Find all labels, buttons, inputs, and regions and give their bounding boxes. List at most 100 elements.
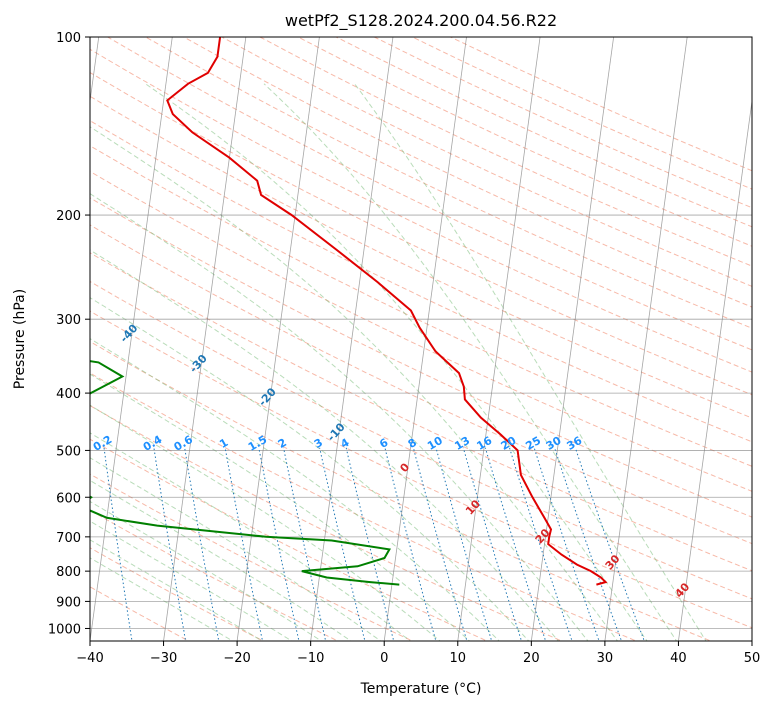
- mixing-ratio-line: [184, 447, 220, 641]
- dry-adiabat-line: [220, 37, 752, 287]
- mixing-ratio-line: [462, 447, 523, 641]
- dry-adiabat-line: [90, 224, 752, 545]
- isotherm-line: [90, 37, 173, 641]
- temperature-line: [166, 37, 608, 586]
- mixing-ratio-line: [345, 447, 395, 641]
- y-tick-label: 600: [56, 491, 81, 506]
- x-axis: −40 −30 −20 −10 0 10 20 30 40 50: [76, 641, 760, 666]
- y-tick-label: 300: [56, 313, 81, 328]
- dry-adiabat-line: [106, 37, 752, 351]
- dry-adiabat-label: -60: [0, 239, 5, 263]
- x-tick-label: −40: [76, 651, 103, 666]
- dry-adiabat-line: [90, 404, 563, 641]
- isotherms: [90, 37, 752, 641]
- mixing-ratio-line: [153, 447, 187, 641]
- dry-adiabat-line: [90, 341, 713, 641]
- mixing-ratio-label: 1: [217, 436, 230, 451]
- y-tick-label: 900: [56, 595, 81, 610]
- dry-adiabat-label: -40: [118, 321, 141, 345]
- isotherm-line: [604, 37, 688, 641]
- x-tick-label: −10: [297, 651, 324, 666]
- dry-adiabat-line: [90, 145, 752, 467]
- moist-adiabat-label: 40: [672, 580, 692, 600]
- dry-adiabat-line: [90, 252, 752, 572]
- moist-adiabat-line: [145, 83, 648, 641]
- mixing-ratio-line: [484, 447, 547, 641]
- dry-adiabat-line: [411, 37, 752, 190]
- mixing-ratio-line: [533, 447, 600, 641]
- moist-adiabat-label: 30: [603, 552, 623, 572]
- dry-adiabat-line: [449, 37, 752, 172]
- isotherm-line: [678, 98, 752, 641]
- mixing-ratio-label: 3: [312, 436, 325, 451]
- mixing-ratio-label: 25: [523, 434, 543, 453]
- moist-adiabat-line: [90, 520, 293, 641]
- isotherm-line: [163, 37, 247, 641]
- dry-adiabat-line: [144, 37, 752, 329]
- mixing-ratio-line: [103, 447, 133, 641]
- isobars: [90, 37, 752, 629]
- mixing-ratio-lines: [103, 447, 645, 641]
- mixing-ratio-label: 6: [377, 436, 390, 451]
- moist-adiabat-line: [90, 432, 412, 641]
- dry-adiabat-line: [90, 280, 752, 600]
- moist-adiabat-line: [90, 539, 264, 641]
- moist-adiabat-line: [90, 373, 471, 641]
- x-tick-label: 0: [380, 651, 388, 666]
- x-tick-label: 40: [670, 651, 687, 666]
- moist-adiabat-line: [90, 557, 234, 641]
- isotherm-line: [90, 37, 100, 105]
- dry-adiabat-line: [258, 37, 752, 267]
- x-axis-label: Temperature (°C): [360, 681, 482, 697]
- x-tick-label: −30: [150, 651, 177, 666]
- mixing-ratio-line: [412, 447, 468, 641]
- y-tick-label: 200: [56, 209, 81, 224]
- moist-adiabats: [90, 83, 707, 641]
- x-tick-label: 20: [523, 651, 540, 666]
- mixing-ratio-label: 4: [338, 436, 351, 451]
- moist-adiabat-line: [90, 404, 441, 641]
- moist-adiabat-line: [90, 249, 560, 641]
- y-tick-label: 800: [56, 565, 81, 580]
- y-tick-label: 400: [56, 387, 81, 402]
- y-tick-label: 700: [56, 531, 81, 546]
- isotherm-line: [457, 37, 541, 641]
- dry-adiabat-line: [90, 438, 489, 641]
- dry-adiabat-line: [90, 95, 752, 419]
- mixing-ratio-line: [283, 447, 327, 641]
- moist-adiabat-line: [263, 83, 678, 641]
- y-tick-label: 100: [56, 31, 81, 46]
- moist-adiabat-line: [90, 297, 530, 641]
- mixing-ratio-line: [224, 447, 264, 641]
- dry-adiabat-label: -50: [49, 287, 72, 311]
- isotherm-line: [310, 37, 394, 641]
- dry-adiabat-line: [90, 310, 752, 629]
- mixing-ratio-line: [319, 447, 366, 641]
- sounding-series: [90, 37, 608, 586]
- chart-title: wetPf2_S128.2024.200.04.56.R22: [285, 11, 557, 31]
- isotherm-line: [236, 37, 320, 641]
- dry-adiabat-line: [90, 586, 190, 641]
- mixing-ratio-label: 16: [474, 434, 494, 453]
- dry-adiabat-line: [182, 37, 752, 308]
- moist-adiabat-line: [90, 126, 619, 641]
- moist-adiabat-line: [90, 500, 323, 641]
- dewpoint-line: [90, 360, 400, 586]
- isotherm-line: [530, 37, 615, 641]
- dry-adiabat-line: [297, 37, 752, 247]
- y-tick-label: 500: [56, 444, 81, 459]
- x-tick-label: 30: [597, 651, 614, 666]
- x-tick-label: 50: [744, 651, 761, 666]
- x-tick-label: −20: [223, 651, 250, 666]
- x-tick-label: 10: [450, 651, 467, 666]
- mixing-ratio-line: [384, 447, 437, 641]
- mixing-ratio-line: [258, 447, 300, 641]
- dry-adiabat-line: [90, 120, 752, 443]
- mixing-ratio-line: [509, 447, 573, 641]
- plot-area: -100-90-80-70-60-50-40-30-20-10010203040…: [0, 37, 752, 641]
- mixing-ratio-line: [435, 447, 493, 641]
- moist-adiabat-label: 10: [463, 497, 483, 517]
- y-axis-label: Pressure (hPa): [12, 289, 28, 389]
